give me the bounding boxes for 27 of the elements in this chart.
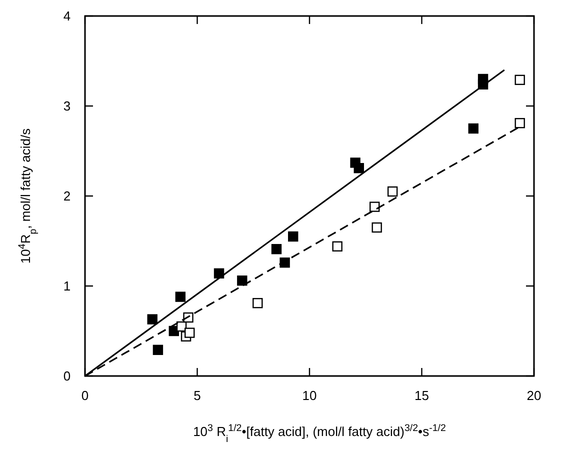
point xyxy=(175,292,186,302)
y-tick-label: 4 xyxy=(63,8,71,24)
point xyxy=(288,231,298,242)
x-tick-label: 20 xyxy=(526,388,542,403)
point xyxy=(252,298,263,308)
x-tick-label: 15 xyxy=(414,388,429,403)
y-tick-label: 2 xyxy=(63,188,71,204)
point xyxy=(468,123,478,134)
point xyxy=(271,244,282,254)
point xyxy=(332,241,342,252)
point xyxy=(370,202,380,212)
point xyxy=(147,314,158,324)
point xyxy=(354,163,364,174)
text: 10$^{3}$ R$_{i}$$^{1/2}$•[fatty acid], (mol/l fatty acid)$^{3/2}$•s$^{-1/2}$ xyxy=(193,422,446,444)
point xyxy=(387,186,398,197)
y-tick-label: 0 xyxy=(63,368,71,384)
y-tick-label: 3 xyxy=(63,98,71,114)
y-tick-label: 1 xyxy=(63,278,71,294)
point xyxy=(152,344,164,355)
x-tick-label: 5 xyxy=(194,388,201,403)
point xyxy=(184,328,195,338)
point xyxy=(514,74,525,85)
point xyxy=(514,118,525,128)
x-tick-label: 0 xyxy=(81,388,89,403)
point xyxy=(237,276,248,286)
x-tick-label: 10 xyxy=(302,388,317,403)
point xyxy=(372,222,382,233)
